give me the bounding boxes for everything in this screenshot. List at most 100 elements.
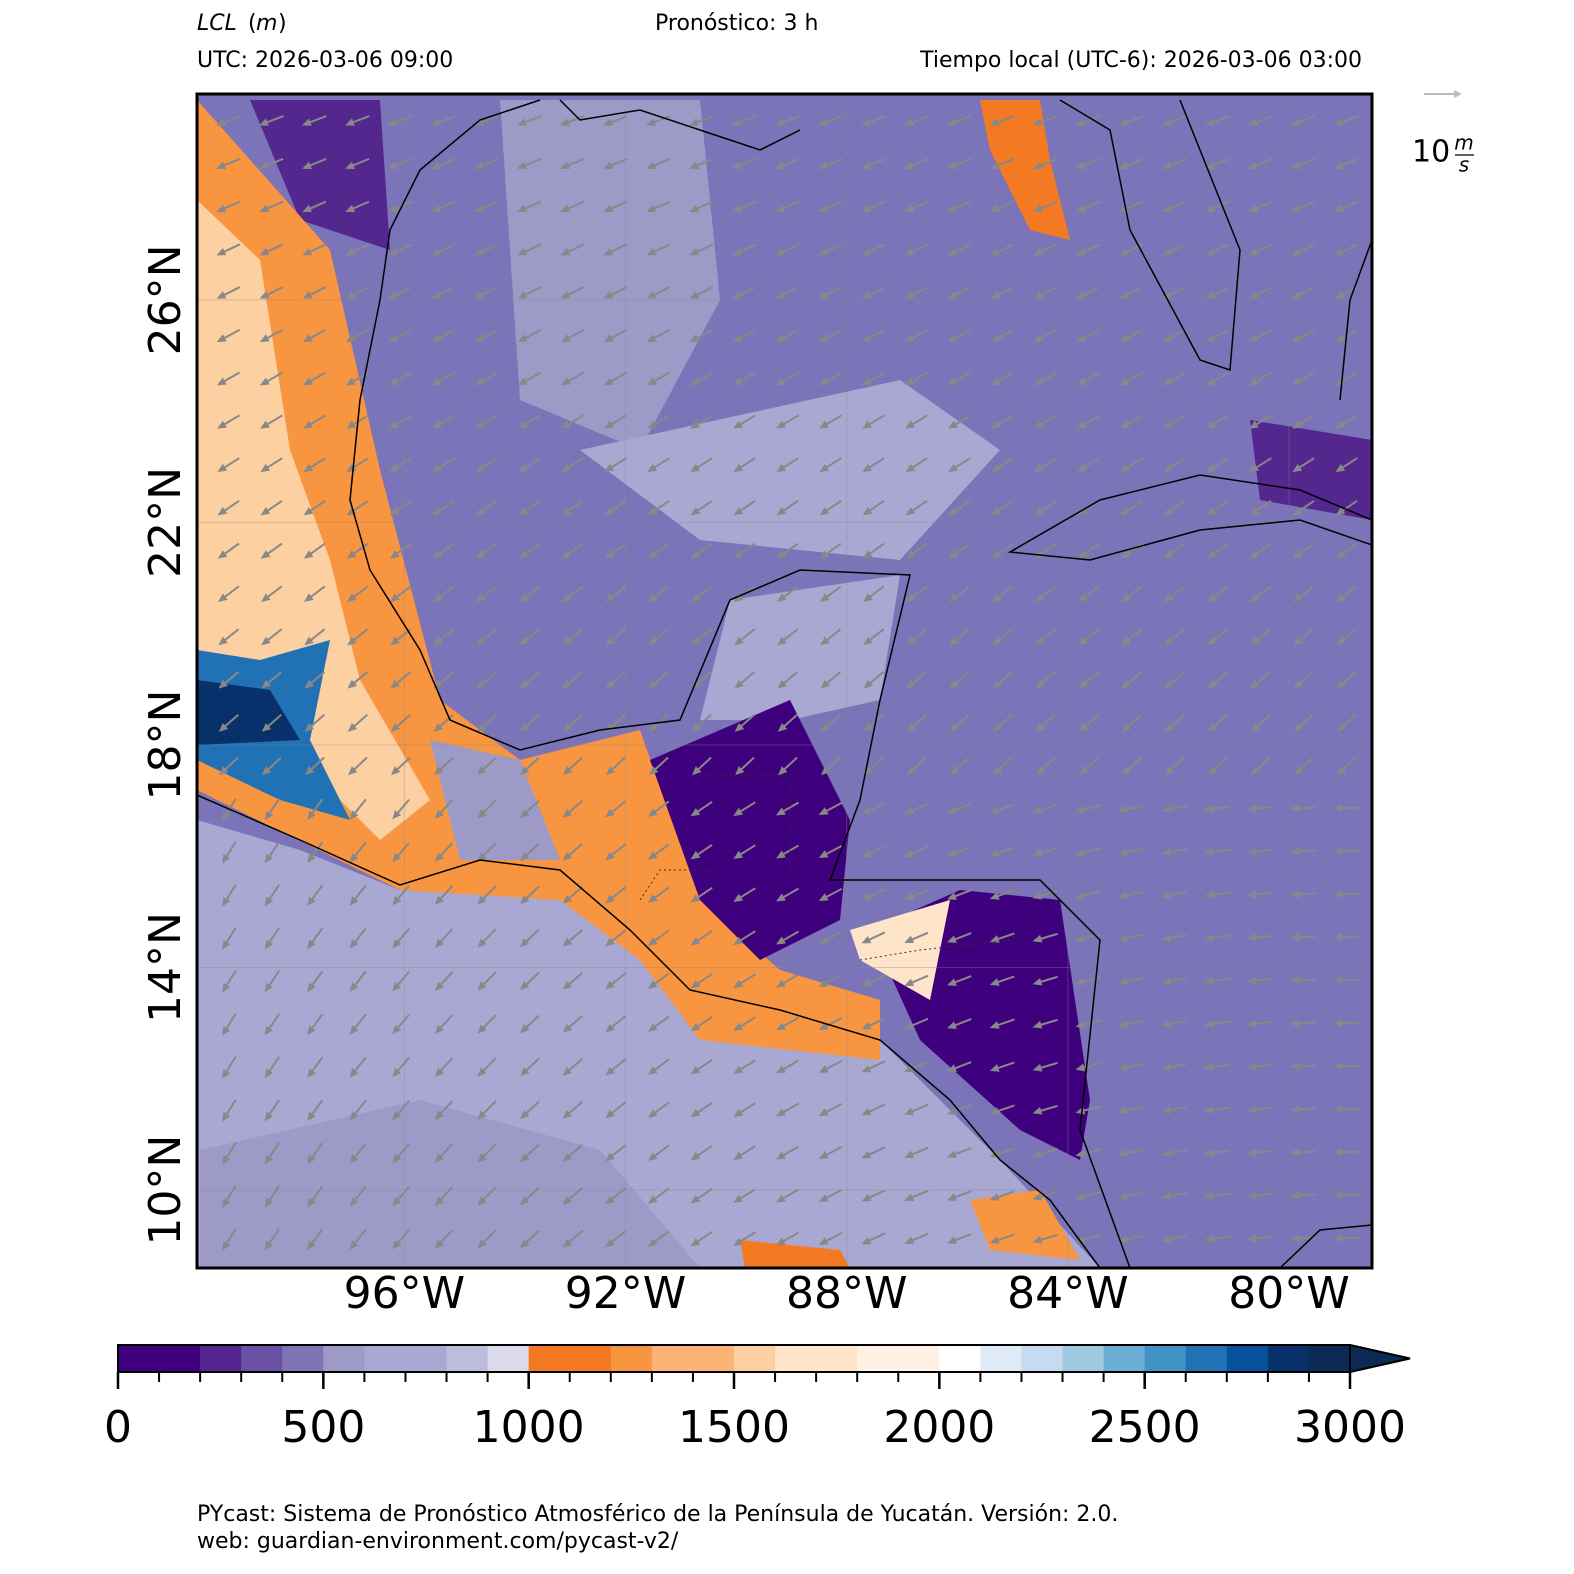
- wind-arrow-head: [1076, 161, 1086, 169]
- wind-arrow-head: [863, 593, 873, 603]
- wind-arrow-head: [1204, 1062, 1214, 1071]
- wind-arrow-head: [733, 850, 744, 859]
- wind-arrow-head: [222, 897, 231, 907]
- wind-arrow-head: [733, 1194, 744, 1203]
- wind-arrow-head: [733, 463, 744, 473]
- wind-arrow-head: [346, 550, 357, 559]
- wind-arrow-head: [302, 377, 313, 386]
- wind-arrow-head: [222, 983, 231, 993]
- wind-arrow-head: [1334, 291, 1345, 299]
- wind-arrow-head: [690, 851, 701, 860]
- wind-arrow-head: [562, 679, 572, 689]
- wind-arrow-head: [1207, 722, 1218, 732]
- wind-arrow-head: [904, 377, 915, 386]
- wind-arrow-head: [605, 636, 615, 646]
- wind-arrow-head: [1035, 636, 1045, 646]
- wind-arrow-head: [733, 1065, 744, 1074]
- wind-arrow-head: [646, 291, 657, 299]
- wind-arrow-head: [518, 420, 528, 429]
- wind-arrow-head: [647, 937, 658, 946]
- wind-arrow-head: [990, 291, 1001, 299]
- wind-arrow-head: [303, 550, 314, 559]
- x-tick-label: 88°W: [786, 1268, 908, 1319]
- wind-arrow-head: [733, 420, 743, 429]
- wind-arrow-head: [391, 766, 401, 776]
- wind-arrow-head: [989, 849, 1000, 857]
- wind-arrow-head: [1247, 1105, 1257, 1114]
- wind-arrow-head: [1206, 420, 1216, 429]
- coastline: [1059, 99, 1241, 372]
- colorbar-bin: [775, 1345, 817, 1372]
- x-tick-label: 80°W: [1228, 1268, 1350, 1319]
- wind-arrow-head: [1120, 463, 1131, 473]
- wind-arrow-head: [1121, 593, 1131, 603]
- wind-arrow-head: [303, 420, 313, 429]
- wind-arrow-head: [818, 204, 829, 213]
- wind-arrow-head: [861, 1150, 872, 1159]
- wind-arrow-head: [1118, 805, 1128, 814]
- wind-arrow-head: [818, 807, 829, 815]
- wind-arrow-head: [307, 1240, 316, 1251]
- wind-arrow-head: [217, 550, 228, 559]
- wind-arrow-head: [1118, 977, 1128, 986]
- wind-arrow-head: [775, 807, 786, 816]
- wind-arrow-head: [1118, 1020, 1128, 1029]
- wind-arrow-head: [1248, 247, 1259, 256]
- colorbar-bin: [1185, 1345, 1228, 1372]
- wind-arrow-head: [946, 935, 957, 943]
- wind-arrow-head: [775, 1022, 786, 1031]
- colorbar-bin: [282, 1345, 324, 1372]
- wind-arrow-head: [778, 766, 788, 776]
- wind-arrow-head: [948, 507, 959, 516]
- wind-arrow-head: [946, 1064, 957, 1072]
- wind-arrow-head: [989, 1236, 1000, 1244]
- wind-arrow-head: [989, 1064, 1000, 1072]
- wind-arrow-head: [649, 766, 659, 776]
- wind-arrow-head: [1164, 722, 1175, 732]
- wind-arrow-head: [477, 1196, 487, 1206]
- wind-arrow-head: [1075, 118, 1086, 126]
- wind-arrow-head: [520, 766, 530, 776]
- wind-arrow-head: [517, 377, 528, 386]
- x-tick-label: 92°W: [565, 1268, 687, 1319]
- wind-arrow-head: [216, 334, 227, 343]
- wind-arrow-head: [989, 935, 1000, 943]
- wind-arrow-head: [818, 377, 829, 386]
- wind-arrow-head: [990, 377, 1001, 386]
- wind-arrow-head: [904, 1236, 915, 1245]
- wind-arrow-head: [264, 1240, 273, 1251]
- wind-arrow-head: [690, 1109, 701, 1118]
- wind-arrow-head: [520, 1110, 530, 1120]
- wind-arrow-head: [820, 636, 830, 646]
- wind-arrow-head: [733, 1022, 744, 1031]
- wind-arrow-head: [648, 722, 659, 732]
- coastline: [1339, 239, 1372, 401]
- wind-arrow-head: [1121, 636, 1131, 646]
- wind-arrow-head: [1033, 377, 1044, 386]
- wind-key-unit: s: [1459, 153, 1469, 177]
- wind-arrow-head: [389, 463, 400, 473]
- wind-arrow-head: [733, 807, 744, 816]
- wind-arrow-head: [434, 766, 444, 776]
- wind-arrow-head: [1163, 550, 1174, 559]
- wind-arrow-head: [647, 1066, 658, 1075]
- wind-arrow-head: [264, 1025, 273, 1036]
- wind-arrow-head: [520, 1196, 530, 1206]
- wind-arrow-head: [603, 247, 614, 256]
- wind-arrow-head: [989, 806, 1000, 814]
- wind-arrow-head: [307, 1025, 316, 1036]
- wind-arrow-head: [264, 1154, 273, 1165]
- wind-arrow-head: [905, 463, 916, 473]
- wind-arrow-head: [647, 1195, 658, 1204]
- wind-arrow-head: [864, 766, 874, 776]
- wind-arrow-head: [260, 550, 271, 559]
- field: [1250, 420, 1372, 520]
- wind-arrow-head: [904, 978, 915, 987]
- wind-arrow-head: [689, 247, 700, 256]
- wind-arrow-head: [431, 161, 441, 169]
- wind-arrow-head: [992, 722, 1003, 732]
- wind-arrow-head: [259, 247, 270, 256]
- wind-arrow-head: [302, 204, 313, 213]
- wind-arrow-head: [520, 1024, 530, 1034]
- wind-arrow-head: [775, 1237, 786, 1246]
